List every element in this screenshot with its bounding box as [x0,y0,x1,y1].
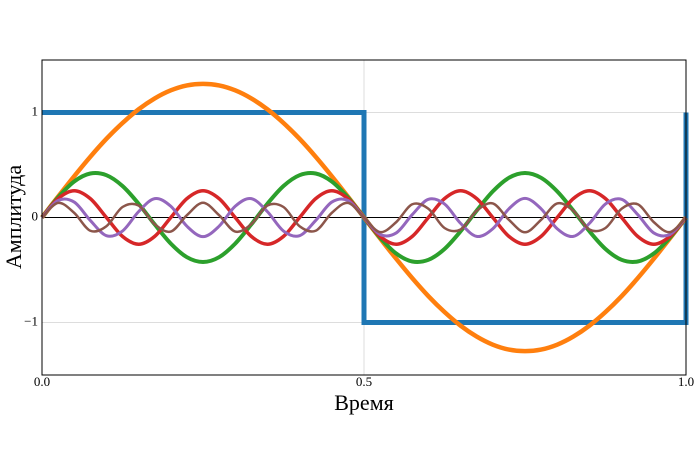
y-tick-label: 1 [32,103,39,118]
series-line [41,201,687,234]
x-tick-label: 0.0 [34,374,50,389]
y-tick-label: −1 [24,313,38,328]
x-axis-label: Время [334,390,393,415]
x-tick-label: 0.5 [356,374,372,389]
plot-frame [41,59,687,376]
x-tick-label: 1.0 [678,374,694,389]
y-tick-label: 0 [32,208,39,223]
y-axis-label: Амплитуда [1,165,26,269]
